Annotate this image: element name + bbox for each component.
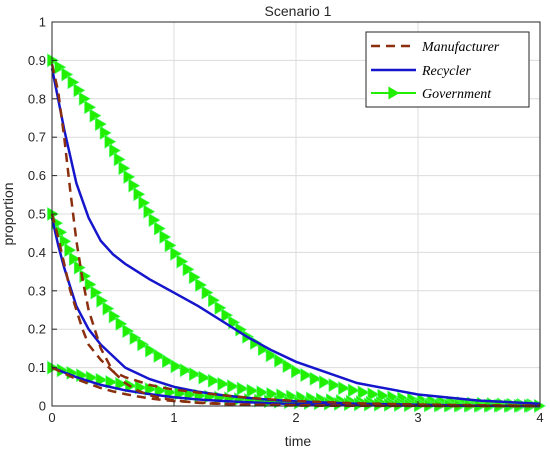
data-marker-government: [256, 385, 269, 400]
y-tick-label: 0.7: [28, 130, 46, 145]
series-line-manufacturer: [50, 213, 541, 407]
series-line-recycler: [50, 67, 541, 405]
x-tick-label: 2: [292, 410, 299, 425]
legend-label-government: Government: [422, 87, 492, 102]
data-marker-government: [162, 354, 174, 369]
data-marker-government: [328, 378, 341, 393]
legend-label-recycler: Recycler: [421, 64, 472, 79]
y-tick-label: 0.1: [28, 360, 46, 375]
data-marker-government: [189, 367, 201, 382]
data-marker-government: [176, 254, 189, 269]
data-marker-government: [195, 277, 208, 293]
data-marker-government: [300, 368, 313, 383]
y-tick-label: 0.3: [28, 283, 46, 298]
data-marker-government: [319, 375, 332, 390]
tick-layer: 0 1 2 3 4 0 0.1 0.2 0.3 0.4 0.5 0.6 0.7 0.8 0.9 1: [28, 15, 544, 426]
y-tick-label: 0.5: [28, 207, 46, 222]
data-marker-government: [221, 308, 234, 323]
data-marker-government: [347, 383, 360, 398]
data-marker-government: [208, 293, 221, 308]
data-marker-government: [170, 246, 183, 261]
y-tick-label: 0.9: [28, 53, 46, 68]
data-marker-government: [108, 309, 121, 324]
data-marker-government: [227, 379, 240, 394]
data-marker-government: [179, 363, 192, 378]
x-axis-label: time: [285, 433, 312, 449]
data-marker-government: [182, 262, 195, 277]
data-marker-government: [246, 383, 259, 398]
data-marker-government: [282, 359, 295, 374]
legend: Manufacturer Recycler Government: [365, 31, 530, 108]
data-marker-government: [274, 353, 287, 368]
x-tick-label: 4: [536, 410, 543, 425]
y-tick-label: 0.6: [28, 168, 46, 183]
data-marker-government: [309, 371, 322, 386]
data-marker-government: [129, 330, 142, 345]
chart-title: Scenario 1: [265, 3, 332, 19]
y-tick-label: 0.8: [28, 91, 46, 106]
data-marker-government: [145, 343, 158, 358]
legend-marker-government: [388, 86, 400, 100]
data-marker-government: [96, 293, 109, 308]
data-marker-government: [338, 381, 351, 396]
data-marker-government: [105, 374, 118, 389]
legend-label-manufacturer: Manufacturer: [421, 40, 500, 55]
data-marker-government: [122, 324, 135, 339]
data-marker-government: [266, 386, 279, 402]
data-marker-government: [214, 300, 227, 315]
data-marker-government: [54, 60, 67, 75]
data-marker-government: [357, 385, 370, 400]
data-marker-government: [367, 387, 380, 402]
data-marker-government: [198, 370, 211, 385]
data-marker-government: [115, 376, 128, 391]
grid-layer: [51, 21, 541, 407]
data-marker-government: [102, 301, 115, 316]
data-marker-government: [291, 364, 304, 379]
data-marker-government: [61, 67, 74, 82]
y-tick-label: 1: [39, 15, 46, 30]
y-tick-label: 0.4: [28, 245, 46, 260]
data-marker-government: [265, 348, 278, 363]
data-marker-government: [137, 337, 150, 352]
x-tick-label: 1: [170, 410, 177, 425]
y-tick-label: 0.2: [28, 322, 46, 337]
y-tick-label: 0: [39, 399, 46, 414]
data-marker-government: [153, 348, 166, 363]
data-marker-government: [207, 373, 220, 388]
data-marker-government: [236, 381, 249, 396]
data-marker-government: [115, 316, 128, 331]
data-marker-government: [217, 376, 230, 391]
data-marker-government: [170, 359, 183, 374]
data-marker-government: [67, 75, 80, 90]
data-marker-government: [188, 270, 201, 285]
data-marker-government: [201, 285, 214, 300]
y-axis-label: proportion: [0, 182, 16, 245]
x-tick-label: 3: [414, 410, 421, 425]
x-tick-label: 0: [48, 410, 55, 425]
